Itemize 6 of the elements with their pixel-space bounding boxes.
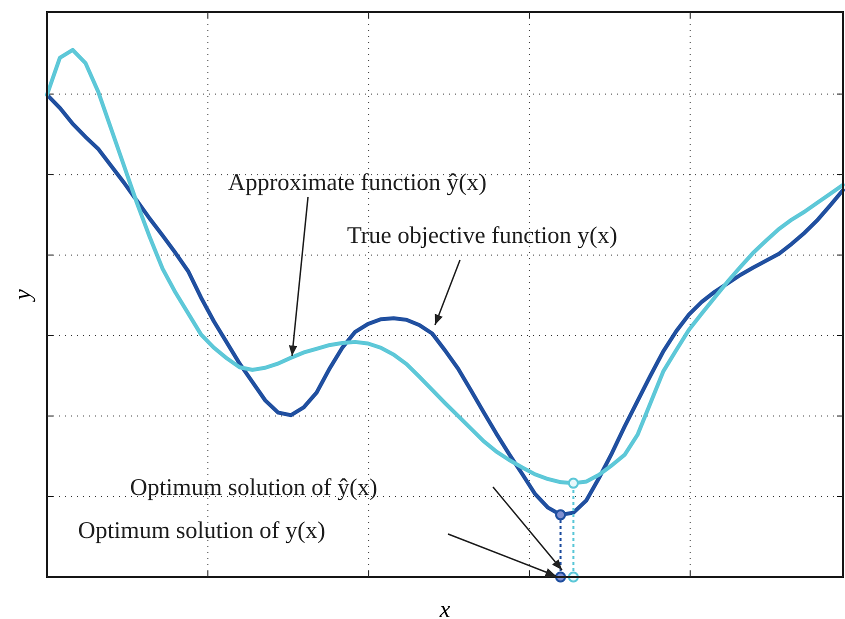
y-axis-title: y: [10, 288, 36, 302]
annotation: Optimum solution of ŷ(x): [130, 475, 378, 501]
annotation: True objective function y(x): [347, 223, 618, 249]
annotation: Optimum solution of y(x): [78, 518, 326, 544]
annotation: Approximate function ŷ(x): [228, 170, 487, 196]
x-axis-title: x: [438, 597, 451, 619]
